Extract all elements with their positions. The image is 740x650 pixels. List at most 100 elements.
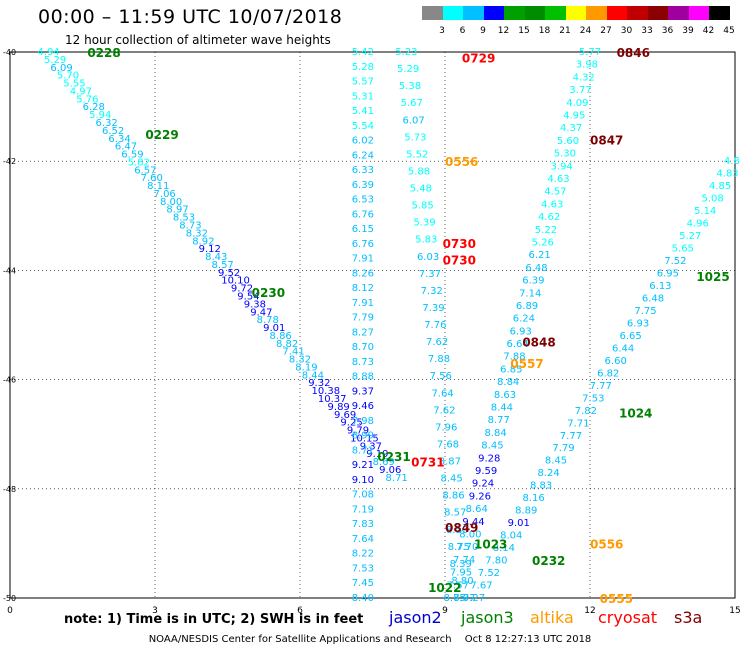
pass-time-label: 1024: [619, 406, 652, 420]
swh-value: 6.07: [402, 115, 424, 126]
swh-value: 8.45: [441, 474, 463, 485]
swh-value: 7.96: [435, 422, 457, 433]
note-text: note: 1) Time is in UTC; 2) SWH is in fe…: [64, 612, 364, 627]
legend-swatch: [709, 6, 730, 20]
swh-value: 4.32: [573, 72, 595, 83]
swh-value: 6.95: [657, 269, 679, 280]
swh-value: 7.91: [352, 298, 374, 309]
swh-value: 6.65: [619, 331, 641, 342]
swh-value: 9.47: [250, 307, 272, 318]
swh-value: 5.48: [410, 184, 432, 195]
swh-value: 5.94: [89, 110, 111, 121]
swh-value: 6.53: [352, 195, 374, 206]
swh-value: 4.57: [544, 187, 566, 198]
swh-value: 5.08: [701, 194, 723, 205]
swh-value: 5.55: [63, 79, 85, 90]
swh-value: 10.37: [318, 394, 347, 405]
swh-value: 6.48: [642, 293, 664, 304]
swh-value: 9.79: [347, 426, 369, 437]
swh-value: 4.83: [716, 169, 738, 180]
swh-value: 8.87: [439, 457, 461, 468]
swh-value: 8.92: [192, 236, 214, 247]
swh-value: 6.44: [612, 343, 634, 354]
swh-value: 9.19: [366, 449, 388, 460]
pass-time-label: 0730: [443, 237, 476, 251]
swh-value: 8.99: [352, 431, 374, 442]
y-tick-label: -44: [3, 266, 16, 275]
swh-value: 9.21: [352, 460, 374, 471]
swh-value: 8.12: [352, 283, 374, 294]
pass-time-label: 1023: [474, 537, 507, 551]
swh-value: 6.21: [529, 250, 551, 261]
pass-time-label: 0729: [462, 51, 495, 65]
swh-value: 4.62: [538, 212, 560, 223]
swh-value: 7.19: [352, 504, 374, 515]
swh-value: 6.39: [522, 276, 544, 287]
swh-value: 8.64: [466, 504, 488, 515]
swh-value: 7.56: [430, 371, 452, 382]
pass-time-label: 0228: [87, 46, 120, 60]
legend-swatch: [606, 6, 627, 20]
swh-value: 8.75: [444, 593, 466, 604]
swh-value: 9.24: [472, 479, 494, 490]
x-tick-label: 12: [584, 606, 595, 616]
swh-value: 7.39: [422, 303, 444, 314]
swh-value: 8.14: [493, 543, 515, 554]
pass-time-label: 1025: [696, 270, 729, 284]
swh-value: 8.71: [352, 445, 374, 456]
swh-value: 9.32: [308, 378, 330, 389]
legend-label: 42: [702, 26, 715, 36]
swh-value: 4.85: [709, 181, 731, 192]
swh-value: 8.89: [515, 506, 537, 517]
swh-value: 8.86: [270, 331, 292, 342]
swh-value: 7.52: [664, 256, 686, 267]
swh-value: 8.16: [523, 493, 545, 504]
swh-value: 8.26: [352, 268, 374, 279]
pass-time-label: 1022: [428, 581, 461, 595]
x-tick-label: 3: [152, 606, 158, 616]
swh-value: 9.12: [199, 244, 221, 255]
y-tick-label: -40: [3, 48, 16, 57]
swh-value: 7.62: [433, 405, 455, 416]
swh-value: 7.06: [154, 189, 176, 200]
swh-value: 8.57: [444, 508, 466, 519]
swh-value: 8.80: [451, 576, 473, 587]
swh-value: 8.32: [186, 228, 208, 239]
pass-time-label: 0848: [522, 335, 555, 349]
swh-value: 8.63: [494, 390, 516, 401]
swh-value: 5.42: [352, 47, 374, 58]
pass-time-label: 0231: [377, 450, 410, 464]
pass-time-label: 0557: [510, 357, 543, 371]
legend-swatch: [586, 6, 607, 20]
swh-value: 6.09: [50, 63, 72, 74]
swh-value: 9.25: [340, 418, 362, 429]
pass-time-label: 0731: [411, 456, 444, 470]
swh-value: 5.14: [694, 206, 716, 217]
legend-label: 36: [661, 26, 674, 36]
footer: NOAA/NESDIS Center for Satellite Applica…: [0, 634, 740, 645]
legend-label: 9: [480, 26, 486, 36]
swh-value: 7.70: [456, 542, 478, 553]
satellite-label-cryosat: cryosat: [598, 608, 658, 627]
swh-value: 9.59: [475, 466, 497, 477]
swh-value: 9.28: [478, 453, 500, 464]
swh-value: 8.57: [212, 260, 234, 271]
swh-value: 8.44: [491, 403, 513, 414]
swh-value: 9.89: [328, 402, 350, 413]
swh-value: 6.03: [417, 252, 439, 263]
swh-value: 9.69: [334, 410, 356, 421]
swh-value: 5.76: [76, 94, 98, 105]
pass-time-label: 0556: [445, 155, 478, 169]
swh-value: 8.73: [352, 357, 374, 368]
swh-value: 7.62: [426, 337, 448, 348]
swh-value: 4.95: [563, 110, 585, 121]
legend-swatch: [545, 6, 566, 20]
swh-value: 8.45: [481, 441, 503, 452]
swh-value: 8.32: [289, 355, 311, 366]
swh-value: 8.77: [488, 415, 510, 426]
legend-label: 39: [682, 26, 694, 36]
legend-swatch: [565, 6, 586, 20]
swh-value: 6.60: [605, 356, 627, 367]
swh-value: 10.38: [311, 386, 340, 397]
swh-value: 7.41: [282, 347, 304, 358]
